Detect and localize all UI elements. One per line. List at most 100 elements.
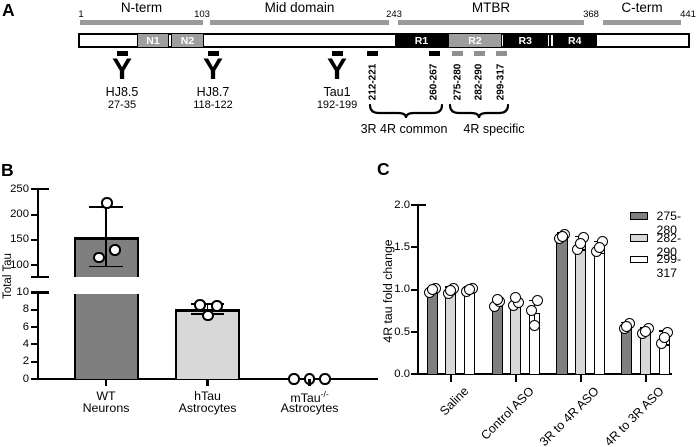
x-axis-tick [308, 379, 311, 386]
data-point [491, 294, 503, 306]
antibody-name: HJ8.7 [196, 85, 230, 99]
region-label: MTBR [471, 0, 511, 15]
r3-r4-divider [548, 33, 552, 48]
y-axis-tick [31, 360, 39, 363]
region-label: Mid domain [264, 0, 335, 15]
data-point [621, 320, 633, 332]
antibody-epitope-tick [116, 51, 128, 56]
data-point [593, 241, 605, 253]
residue-number: 368 [583, 8, 599, 20]
y-tick-label: 1.5 [394, 240, 410, 253]
residue-number: 243 [386, 8, 402, 20]
category-label-line2: Neurons [82, 400, 130, 415]
x-axis [31, 377, 378, 381]
antibody-epitope-range: 118-122 [193, 99, 233, 111]
x-axis-tick [644, 374, 647, 382]
data-point [464, 284, 476, 296]
data-point [288, 373, 300, 385]
data-point [640, 325, 652, 337]
epitope-site-label: 275-280 [452, 63, 463, 101]
residue-number: 1 [78, 8, 84, 20]
y-tick-label: 200 [10, 208, 29, 221]
region-ruler-bar [210, 20, 389, 25]
epitope-site-tick [495, 51, 507, 56]
antibody-name: Tau1 [323, 85, 351, 99]
epitope-site-tick [473, 51, 485, 56]
x-axis-tick [514, 374, 517, 382]
category-label-line1: hTau [194, 388, 221, 403]
x-category-label: Saline [437, 384, 472, 419]
bar-282-290-0 [445, 290, 457, 375]
epitope-site-label: 299-317 [495, 63, 507, 101]
legend-label: 275-280 [656, 208, 682, 237]
data-point [445, 285, 457, 297]
data-point [194, 299, 206, 311]
data-point [575, 237, 587, 249]
x-axis-tick [104, 379, 108, 386]
data-point [211, 300, 223, 312]
data-point [510, 291, 522, 303]
residue-number: 441 [680, 8, 696, 20]
y-axis-break-cap [31, 275, 49, 278]
y-tick-label: 0.5 [394, 325, 410, 338]
epitope-site-tick [367, 51, 378, 56]
region-ruler-bar [603, 20, 681, 25]
y-axis-tick [411, 288, 419, 291]
y-axis-tick [411, 373, 419, 376]
y-axis-tick [31, 264, 39, 267]
y-axis-upper-segment [37, 189, 40, 277]
epitope-site-tick [428, 51, 440, 56]
data-point [658, 332, 670, 344]
y-axis-upper-top-cap [31, 188, 49, 191]
y-tick-label: 0 [22, 372, 29, 385]
y-axis-tick [31, 238, 39, 242]
x-axis-tick [206, 379, 209, 386]
bar-299-317-0 [464, 289, 476, 375]
y-tick-label: 8 [22, 303, 29, 316]
data-point [101, 197, 113, 209]
bar-282-290-2 [575, 243, 587, 375]
y-tick-label: 150 [10, 233, 29, 246]
y-tick-label: 0.0 [394, 367, 410, 380]
region-label: N-term [120, 0, 163, 15]
data-point [202, 309, 214, 322]
x-category-label: Control ASO [478, 384, 537, 443]
y-axis-tick [411, 330, 419, 334]
domain-box-n2: N2 [171, 33, 204, 48]
y-axis-lower-top-cap [31, 291, 49, 294]
antibody-y-icon: Y [202, 53, 223, 86]
y-axis-tick [31, 343, 39, 346]
panel-b-label: B [1, 160, 14, 180]
bracket-label: 4R specific [463, 122, 525, 136]
y-axis-tick [411, 246, 419, 249]
error-bar-line [105, 207, 107, 267]
category-label-line1: WT [96, 388, 116, 403]
legend-swatch [629, 212, 648, 220]
y-axis-tick [31, 213, 39, 216]
y-axis-top-cap [411, 203, 426, 207]
domain-box-r2: R2 [448, 33, 502, 48]
bracket-label: 3R 4R common [360, 122, 448, 136]
y-tick-label: 10 [16, 286, 29, 298]
antibody-epitope-tick [331, 51, 343, 56]
y-tick-label: 1.0 [394, 283, 410, 296]
y-tick-label: 2 [22, 355, 29, 368]
tau-protein-bar [78, 33, 690, 48]
domain-box-r3: R3 [503, 33, 548, 48]
x-category-label: 3R to 4R ASO [536, 384, 602, 447]
antibody-epitope-range: 192-199 [316, 99, 358, 111]
y-tick-label: 4 [22, 337, 29, 350]
region-label: C-term [621, 0, 663, 15]
bar-275-280-0 [426, 290, 438, 375]
domain-box-n1: N1 [137, 33, 169, 48]
epitope-site-tick [452, 51, 463, 56]
bar-275-280-2 [556, 236, 568, 375]
bracket-brace [448, 103, 510, 119]
bracket-brace [368, 103, 444, 119]
data-point [529, 319, 540, 331]
category-label-line2: Astrocytes [178, 400, 237, 415]
legend-label: 299-317 [656, 252, 682, 280]
x-axis-tick [579, 374, 582, 382]
antibody-y-icon: Y [326, 53, 347, 86]
